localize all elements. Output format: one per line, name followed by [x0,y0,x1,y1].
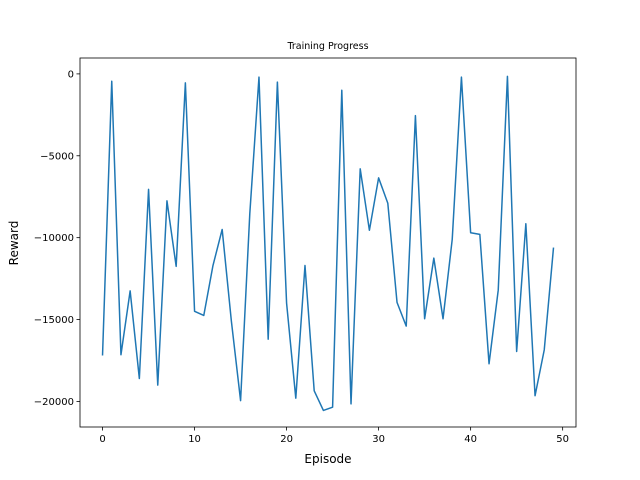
plot-frame [79,57,577,428]
reward-data-point [424,318,426,320]
y-tick-label: −10000 [34,233,74,244]
reward-data-point [461,76,463,78]
reward-data-point [240,400,242,402]
reward-data-point [378,177,380,179]
reward-data-point [129,290,131,292]
reward-data-point [194,311,196,313]
reward-data-point [497,289,499,291]
reward-data-point [341,89,343,91]
reward-data-point [534,395,536,397]
x-axis: 0 10 20 30 40 50 [99,427,569,445]
reward-data-point [516,351,518,353]
reward-data-point [277,81,279,83]
x-tick-label: 20 [280,434,293,445]
reward-data-point [166,200,168,202]
reward-data-point [451,239,453,241]
reward-data-point [507,76,509,78]
plot-area [80,58,576,427]
reward-data-point [442,318,444,320]
reward-data-point [543,349,545,351]
reward-data-point [111,80,113,82]
reward-data-point [139,378,141,380]
reward-data-point [359,168,361,170]
reward-data-point [323,410,325,412]
reward-data-point [313,390,315,392]
reward-data-point [231,320,233,322]
reward-data-point [148,189,150,191]
reward-data-point [295,397,297,399]
reward-data-point [267,338,269,340]
x-tick-label: 30 [372,434,385,445]
reward-data-point [221,229,223,231]
y-axis-label: Reward [7,221,21,266]
reward-data-point [258,76,260,78]
reward-data-point [470,232,472,234]
reward-data-point [175,266,177,268]
y-axis: 0 −5000 −10000 −15000 −20000 [34,69,80,408]
reward-data-point [387,202,389,204]
reward-data-point [479,234,481,236]
y-tick-label: 0 [68,69,74,80]
reward-data-point [304,265,306,267]
reward-data-point [249,213,251,215]
reward-data-point [415,115,417,117]
reward-data-point [369,230,371,232]
reward-data-point [286,302,288,304]
reward-data-point [185,82,187,84]
reward-data-point [350,403,352,405]
reward-series-line [101,75,555,412]
reward-data-point [553,248,555,250]
reward-data-point [396,302,398,304]
reward-data-point [157,384,159,386]
reward-data-point [332,406,334,408]
y-tick-label: −5000 [40,151,74,162]
reward-data-point [488,363,490,365]
x-axis-label: Episode [304,452,351,466]
reward-data-point [203,315,205,317]
chart-title: Training Progress [286,41,368,52]
x-tick-label: 50 [556,434,569,445]
y-tick-label: −20000 [34,397,74,408]
y-tick-label: −15000 [34,315,74,326]
reward-data-point [102,354,104,356]
x-tick-label: 40 [464,434,477,445]
x-tick-label: 10 [188,434,201,445]
series-layer [101,75,555,412]
x-tick-label: 0 [99,434,105,445]
reward-data-point [433,257,435,259]
reward-data-point [405,325,407,327]
reward-data-point [212,265,214,267]
reward-data-point [120,354,122,356]
reward-data-point [525,223,527,225]
